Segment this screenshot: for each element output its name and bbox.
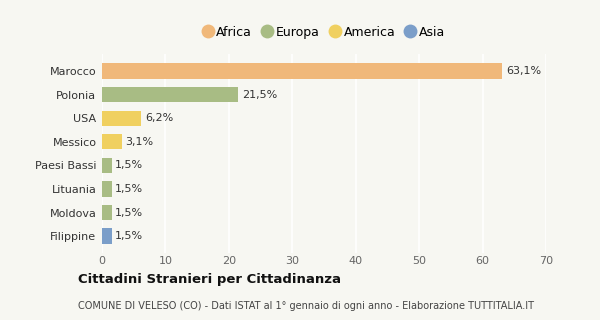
Text: 21,5%: 21,5% <box>242 90 277 100</box>
Bar <box>102 181 112 196</box>
Text: 3,1%: 3,1% <box>125 137 154 147</box>
Legend: Africa, Europa, America, Asia: Africa, Europa, America, Asia <box>197 21 451 44</box>
Text: COMUNE DI VELESO (CO) - Dati ISTAT al 1° gennaio di ogni anno - Elaborazione TUT: COMUNE DI VELESO (CO) - Dati ISTAT al 1°… <box>78 301 534 311</box>
Bar <box>102 87 238 102</box>
Text: 6,2%: 6,2% <box>145 113 173 123</box>
Bar <box>102 228 112 244</box>
Bar <box>102 63 502 79</box>
Bar <box>102 158 112 173</box>
Text: Cittadini Stranieri per Cittadinanza: Cittadini Stranieri per Cittadinanza <box>78 273 341 286</box>
Text: 63,1%: 63,1% <box>506 66 541 76</box>
Bar <box>102 205 112 220</box>
Bar <box>102 111 142 126</box>
Text: 1,5%: 1,5% <box>115 184 143 194</box>
Text: 1,5%: 1,5% <box>115 160 143 170</box>
Text: 1,5%: 1,5% <box>115 231 143 241</box>
Bar <box>102 134 122 149</box>
Text: 1,5%: 1,5% <box>115 208 143 218</box>
